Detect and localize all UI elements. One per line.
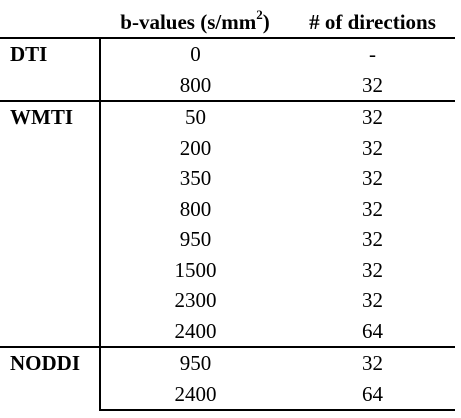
directions-cell: 64 <box>290 378 455 411</box>
bvalue-cell: 800 <box>179 196 212 221</box>
bvalues-column-header: b-values (s/mm2) <box>100 8 290 39</box>
table-header-row: b-values (s/mm2) # of directions <box>0 8 455 39</box>
method-column-header <box>0 8 100 39</box>
table-row: 800 32 <box>0 70 455 102</box>
bvalue-cell: 2300 <box>174 288 217 313</box>
directions-cell: 32 <box>362 288 383 313</box>
bvalue-cell: 2400 <box>174 318 217 343</box>
table-row: 950 32 <box>0 224 455 255</box>
table-row: 2400 64 <box>0 378 455 411</box>
directions-cell: 32 <box>362 257 383 282</box>
directions-cell: 32 <box>362 227 383 252</box>
directions-cell: 32 <box>290 100 455 133</box>
directions-cell: 32 <box>362 196 383 221</box>
bvalue-cell: 950 <box>179 227 212 252</box>
bvalue-cell: 2400 <box>100 378 290 411</box>
table-row: 800 32 <box>0 194 455 225</box>
directions-cell: 64 <box>362 318 383 343</box>
directions-cell: 32 <box>362 166 383 191</box>
method-cell: DTI <box>0 38 101 101</box>
bvalue-cell: 200 <box>179 135 212 160</box>
bvalue-cell: 950 <box>100 346 290 379</box>
directions-cell: 32 <box>362 135 383 160</box>
directions-cell: 32 <box>290 346 455 379</box>
bvalue-cell: 50 <box>100 100 290 133</box>
method-cell: WMTI <box>0 100 101 347</box>
table-row: NODDI 950 32 <box>0 346 455 410</box>
table-row: WMTI 50 32 <box>0 100 455 347</box>
table-row: DTI 0 - <box>0 38 455 101</box>
table-row: 200 32 <box>0 133 455 164</box>
table-row: 2300 32 <box>0 285 455 316</box>
table-row: 1500 32 <box>0 255 455 286</box>
method-cell: NODDI <box>0 346 101 410</box>
acquisition-table: b-values (s/mm2) # of directions DTI 0 - 80… <box>0 8 455 411</box>
table-body: DTI 0-800 32 WMTI 50 32 200 32 350 32 800 32 950 32 15… <box>0 38 455 411</box>
table-row: 350 32 <box>0 163 455 194</box>
bvalue-cell: 0 <box>190 42 201 67</box>
bvalue-cell: 350 <box>179 166 212 191</box>
bvalue-cell: 800 <box>179 72 212 97</box>
table-row: 2400 64 <box>0 316 455 348</box>
bvalue-cell: 1500 <box>174 257 217 282</box>
directions-column-header: # of directions <box>290 8 455 39</box>
directions-cell: - <box>369 42 376 67</box>
directions-cell: 32 <box>362 72 383 97</box>
